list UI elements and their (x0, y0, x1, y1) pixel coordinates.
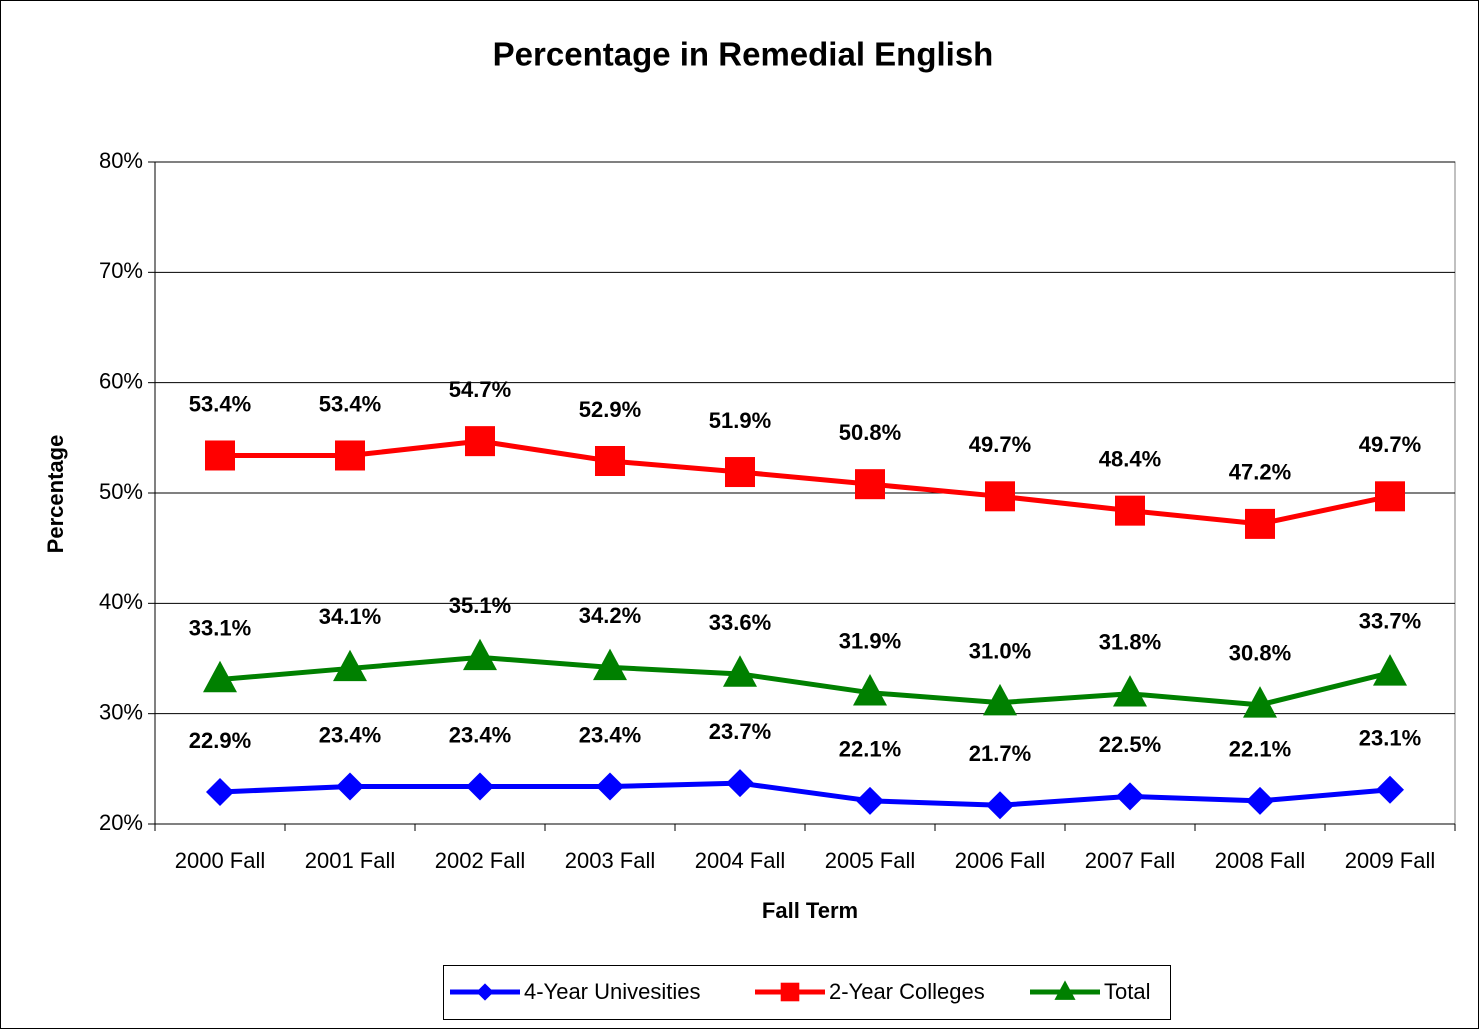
data-label: 22.5% (1099, 732, 1161, 757)
x-tick-label: 2002 Fall (435, 848, 526, 873)
data-marker (206, 778, 234, 807)
data-label: 31.8% (1099, 630, 1161, 655)
data-marker (853, 674, 887, 706)
x-tick-label: 2006 Fall (955, 848, 1046, 873)
data-marker (855, 469, 885, 500)
x-tick-label: 2003 Fall (565, 848, 656, 873)
data-marker (596, 772, 624, 801)
data-label: 50.8% (839, 420, 901, 445)
y-tick-label: 80% (99, 148, 143, 173)
data-label: 33.6% (709, 610, 771, 635)
x-tick-label: 2000 Fall (175, 848, 266, 873)
data-marker (333, 649, 367, 682)
data-label: 31.9% (839, 629, 901, 654)
data-label: 30.8% (1229, 641, 1291, 666)
data-label: 22.1% (1229, 737, 1291, 762)
legend-label: 2-Year Colleges (829, 979, 985, 1004)
data-marker (463, 638, 497, 671)
x-tick-label: 2004 Fall (695, 848, 786, 873)
data-marker (1243, 686, 1277, 718)
data-marker (1116, 782, 1144, 811)
data-marker (465, 426, 495, 457)
series-line (220, 438, 1391, 527)
data-marker (466, 772, 494, 801)
data-label: 53.4% (319, 391, 381, 416)
series-line (219, 654, 1391, 708)
data-marker (986, 791, 1014, 820)
data-marker (1375, 481, 1405, 512)
x-tick-label: 2009 Fall (1345, 848, 1436, 873)
legend-label: 4-Year Univesities (524, 979, 701, 1004)
y-tick-label: 50% (99, 479, 143, 504)
series-line (219, 780, 1391, 808)
data-marker (725, 457, 755, 488)
data-label: 33.1% (189, 615, 251, 640)
data-label: 48.4% (1099, 446, 1161, 471)
data-label: 54.7% (449, 377, 511, 402)
data-label: 34.1% (319, 604, 381, 629)
x-axis-label: Fall Term (762, 898, 858, 923)
y-tick-label: 20% (99, 810, 143, 835)
data-marker (336, 772, 364, 801)
data-label: 34.2% (579, 603, 641, 628)
data-label: 22.9% (189, 728, 251, 753)
data-marker (335, 440, 365, 471)
data-label: 49.7% (1359, 432, 1421, 457)
data-label: 23.1% (1359, 726, 1421, 751)
y-tick-label: 70% (99, 258, 143, 283)
data-label: 35.1% (449, 593, 511, 618)
data-marker (726, 769, 754, 798)
data-label: 23.4% (319, 722, 381, 747)
data-marker (985, 481, 1015, 512)
data-marker (593, 648, 627, 681)
y-axis-label: Percentage (43, 435, 68, 554)
data-label: 31.0% (969, 638, 1031, 663)
x-tick-label: 2007 Fall (1085, 848, 1176, 873)
data-label: 33.7% (1359, 609, 1421, 634)
data-label: 51.9% (709, 408, 771, 433)
data-marker (723, 655, 757, 687)
chart-title: Percentage in Remedial English (493, 36, 994, 73)
y-tick-label: 40% (99, 589, 143, 614)
data-label: 22.1% (839, 737, 901, 762)
data-label: 52.9% (579, 397, 641, 422)
legend-label: Total (1104, 979, 1150, 1004)
data-marker (595, 446, 625, 477)
data-marker (1115, 495, 1145, 526)
x-tick-label: 2008 Fall (1215, 848, 1306, 873)
data-label: 23.7% (709, 719, 771, 744)
data-marker (1373, 654, 1407, 686)
data-label: 23.4% (449, 722, 511, 747)
x-tick-label: 2001 Fall (305, 848, 396, 873)
legend-marker (780, 982, 800, 1002)
data-marker (1113, 675, 1147, 707)
data-marker (203, 660, 237, 693)
data-marker (983, 683, 1017, 716)
data-label: 47.2% (1229, 460, 1291, 485)
y-tick-label: 60% (99, 368, 143, 393)
data-marker (1246, 786, 1274, 815)
data-label: 23.4% (579, 722, 641, 747)
data-label: 21.7% (969, 741, 1031, 766)
y-tick-label: 30% (99, 699, 143, 724)
data-marker (856, 786, 884, 815)
data-marker (1376, 775, 1404, 804)
legend-marker (1054, 980, 1076, 1000)
data-marker (205, 440, 235, 471)
data-marker (1245, 508, 1275, 539)
legend-marker (476, 983, 494, 1001)
data-label: 53.4% (189, 391, 251, 416)
x-tick-label: 2005 Fall (825, 848, 916, 873)
data-label: 49.7% (969, 432, 1031, 457)
